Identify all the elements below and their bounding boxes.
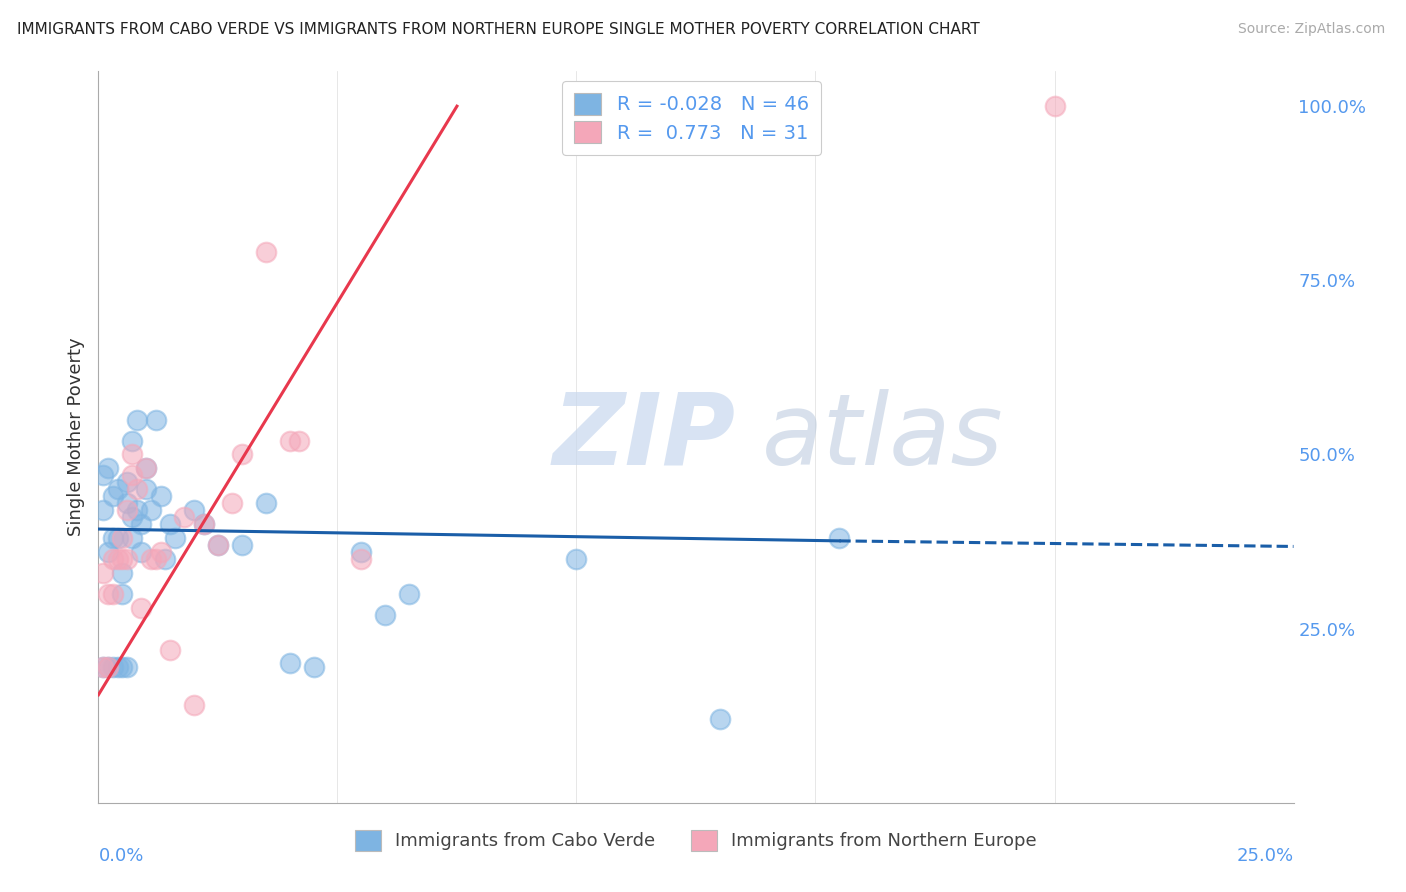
Point: [398, 587, 420, 601]
Text: IMMIGRANTS FROM CABO VERDE VS IMMIGRANTS FROM NORTHERN EUROPE SINGLE MOTHER POVE: IMMIGRANTS FROM CABO VERDE VS IMMIGRANTS…: [17, 22, 980, 37]
Point: [221, 496, 243, 510]
Text: 0.0%: 0.0%: [98, 847, 143, 864]
Text: atlas: atlas: [762, 389, 1004, 485]
Point: [302, 660, 325, 674]
Point: [207, 538, 229, 552]
Point: [159, 517, 181, 532]
Point: [828, 531, 851, 545]
Point: [121, 434, 143, 448]
Point: [107, 660, 129, 674]
Point: [121, 531, 143, 545]
Text: ZIP: ZIP: [553, 389, 735, 485]
Point: [278, 434, 301, 448]
Point: [135, 483, 157, 497]
Point: [121, 448, 143, 462]
Point: [565, 552, 588, 566]
Point: [139, 552, 162, 566]
Point: [115, 475, 138, 490]
Point: [193, 517, 215, 532]
Point: [115, 660, 138, 674]
Point: [107, 483, 129, 497]
Point: [288, 434, 311, 448]
Point: [121, 468, 143, 483]
Point: [193, 517, 215, 532]
Point: [101, 552, 124, 566]
Point: [97, 660, 120, 674]
Point: [125, 503, 148, 517]
Point: [135, 461, 157, 475]
Point: [183, 503, 205, 517]
Point: [101, 660, 124, 674]
Point: [91, 660, 114, 674]
Point: [91, 660, 114, 674]
Point: [97, 461, 120, 475]
Point: [374, 607, 396, 622]
Point: [155, 552, 177, 566]
Text: Source: ZipAtlas.com: Source: ZipAtlas.com: [1237, 22, 1385, 37]
Point: [131, 600, 153, 615]
Point: [111, 566, 134, 580]
Point: [115, 496, 138, 510]
Point: [125, 412, 148, 426]
Point: [125, 483, 148, 497]
Point: [107, 552, 129, 566]
Point: [97, 587, 120, 601]
Point: [145, 412, 167, 426]
Point: [709, 712, 731, 726]
Point: [163, 531, 186, 545]
Point: [135, 461, 157, 475]
Point: [131, 517, 153, 532]
Point: [115, 503, 138, 517]
Point: [111, 531, 134, 545]
Point: [350, 545, 373, 559]
Point: [91, 566, 114, 580]
Point: [173, 510, 195, 524]
Point: [149, 489, 172, 503]
Point: [101, 489, 124, 503]
Y-axis label: Single Mother Poverty: Single Mother Poverty: [66, 338, 84, 536]
Point: [139, 503, 162, 517]
Point: [254, 496, 277, 510]
Point: [107, 531, 129, 545]
Point: [149, 545, 172, 559]
Point: [91, 503, 114, 517]
Point: [97, 660, 120, 674]
Point: [231, 538, 253, 552]
Point: [115, 552, 138, 566]
Point: [350, 552, 373, 566]
Point: [231, 448, 253, 462]
Point: [91, 468, 114, 483]
Text: 25.0%: 25.0%: [1236, 847, 1294, 864]
Point: [101, 531, 124, 545]
Point: [131, 545, 153, 559]
Point: [97, 545, 120, 559]
Point: [278, 657, 301, 671]
Point: [121, 510, 143, 524]
Point: [1043, 99, 1066, 113]
Point: [111, 552, 134, 566]
Point: [183, 698, 205, 713]
Point: [111, 660, 134, 674]
Point: [159, 642, 181, 657]
Point: [101, 587, 124, 601]
Point: [111, 587, 134, 601]
Point: [207, 538, 229, 552]
Point: [145, 552, 167, 566]
Point: [254, 245, 277, 260]
Legend: Immigrants from Cabo Verde, Immigrants from Northern Europe: Immigrants from Cabo Verde, Immigrants f…: [346, 821, 1046, 860]
